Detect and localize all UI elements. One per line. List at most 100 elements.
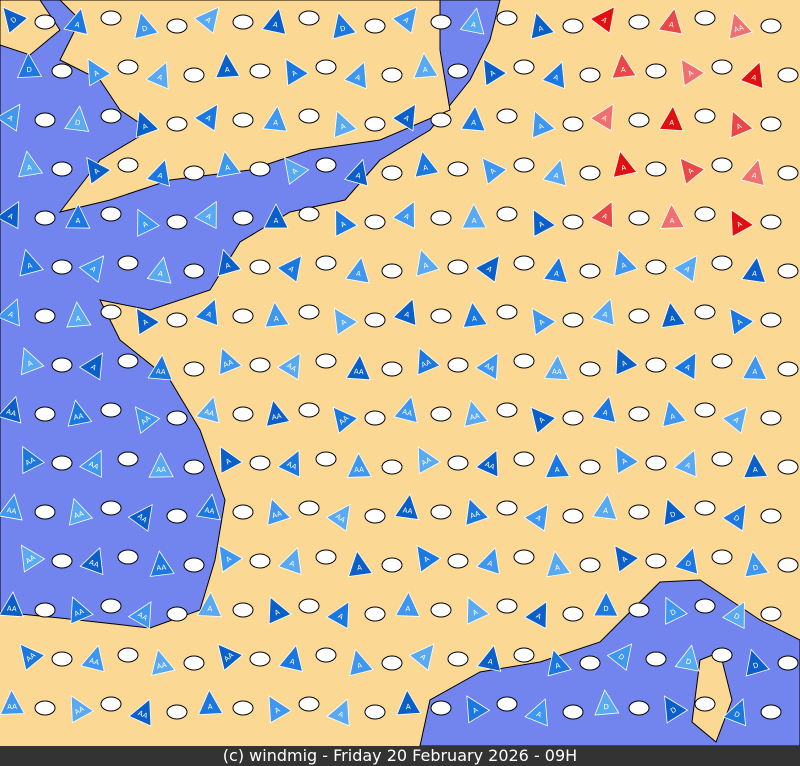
wind-label: D — [74, 119, 80, 128]
wind-label: A — [554, 270, 560, 279]
wind-label: A — [337, 710, 345, 719]
wind-triangle — [721, 406, 748, 435]
wind-label: A — [732, 416, 741, 425]
wind-label: D — [603, 605, 609, 613]
wind-triangle — [672, 351, 697, 381]
wind-arrow: AA — [543, 354, 570, 381]
wind-arrow: A — [268, 695, 293, 724]
wind-label: A — [89, 265, 98, 274]
wind-triangle — [262, 105, 288, 132]
wind-label: A — [273, 608, 281, 617]
calm-marker — [694, 108, 716, 124]
calm-marker — [34, 112, 56, 128]
calm-marker — [117, 157, 139, 173]
wind-arrow: AA — [68, 497, 94, 526]
wind-triangle — [665, 596, 688, 625]
wind-triangle — [662, 399, 687, 428]
wind-triangle — [483, 58, 508, 87]
wind-label: A — [89, 363, 97, 372]
wind-label: A — [684, 363, 692, 372]
wind-label: A — [602, 408, 609, 417]
wind-triangle — [68, 497, 94, 526]
wind-triangle — [2, 6, 29, 35]
wind-triangle — [193, 103, 219, 132]
calm-marker — [496, 10, 518, 26]
wind-arrow: A — [658, 105, 684, 132]
wind-triangle — [194, 298, 219, 327]
wind-arrow: A — [474, 254, 500, 283]
calm-marker — [496, 206, 518, 222]
wind-triangle — [590, 200, 614, 229]
calm-marker — [694, 206, 716, 222]
wind-label: AA — [156, 563, 167, 572]
wind-label: A — [402, 16, 411, 25]
calm-marker — [232, 602, 254, 618]
wind-label: A — [669, 412, 676, 421]
wind-arrow: D — [722, 600, 745, 630]
wind-arrow: D — [674, 644, 700, 672]
wind-triangle — [591, 395, 616, 423]
wind-arrow: AA — [79, 547, 104, 576]
calm-marker — [249, 651, 271, 667]
wind-triangle — [263, 203, 289, 229]
wind-triangle — [0, 103, 21, 132]
wind-triangle — [415, 248, 441, 277]
wind-label: A — [337, 612, 345, 621]
wind-triangle — [615, 347, 639, 376]
wind-arrow: A — [672, 351, 697, 381]
great-britain — [58, 0, 451, 213]
calm-marker — [579, 263, 601, 279]
wind-triangle — [268, 596, 292, 625]
calm-marker — [34, 210, 56, 226]
wind-label: A — [534, 514, 543, 523]
wind-triangle — [22, 445, 45, 475]
wind-label: A — [735, 220, 743, 229]
wind-label: D — [141, 24, 148, 33]
wind-label: A — [620, 261, 627, 270]
calm-marker — [777, 655, 799, 671]
wind-arrow: A — [743, 452, 769, 479]
wind-triangle — [347, 550, 373, 578]
wind-arrow: D — [663, 498, 688, 527]
wind-arrow: A — [325, 600, 350, 630]
wind-label: A — [537, 318, 546, 327]
wind-label: A — [76, 315, 82, 323]
wind-label: A — [274, 315, 280, 323]
wind-label: A — [752, 270, 758, 279]
wind-triangle — [345, 354, 371, 381]
wind-label: A — [621, 66, 627, 74]
wind-label: AA — [156, 661, 168, 671]
calm-marker — [711, 255, 733, 271]
wind-arrow: AA — [0, 395, 22, 424]
wind-triangle — [546, 550, 572, 578]
calm-marker — [51, 651, 73, 667]
wind-label: A — [204, 114, 213, 123]
wind-triangle — [194, 200, 217, 230]
wind-arrow: A — [530, 406, 557, 435]
calm-marker — [100, 598, 122, 614]
wind-label: A — [683, 265, 692, 274]
wind-arrow: A — [524, 698, 548, 727]
wind-arrow: A — [262, 105, 288, 132]
calm-marker — [183, 263, 205, 279]
calm-marker — [645, 259, 667, 275]
wind-label: D — [752, 661, 759, 670]
wind-arrow: A — [459, 7, 485, 35]
wind-label: D — [26, 66, 32, 74]
wind-arrow: A — [542, 158, 567, 187]
wind-triangle — [197, 689, 224, 716]
wind-label: AA — [271, 412, 282, 422]
wind-arrow: D — [673, 546, 699, 575]
wind-triangle — [219, 347, 243, 376]
wind-arrow: A — [343, 61, 367, 90]
wind-label: A — [687, 167, 696, 176]
wind-label: A — [751, 171, 758, 180]
wind-triangle — [392, 298, 417, 327]
wind-label: D — [685, 658, 692, 667]
wind-triangle — [543, 354, 570, 381]
wind-arrow: A — [0, 200, 19, 230]
calm-marker — [711, 157, 733, 173]
wind-label: A — [339, 220, 347, 229]
wind-arrow: A — [220, 445, 244, 475]
wind-label: AA — [402, 408, 414, 418]
